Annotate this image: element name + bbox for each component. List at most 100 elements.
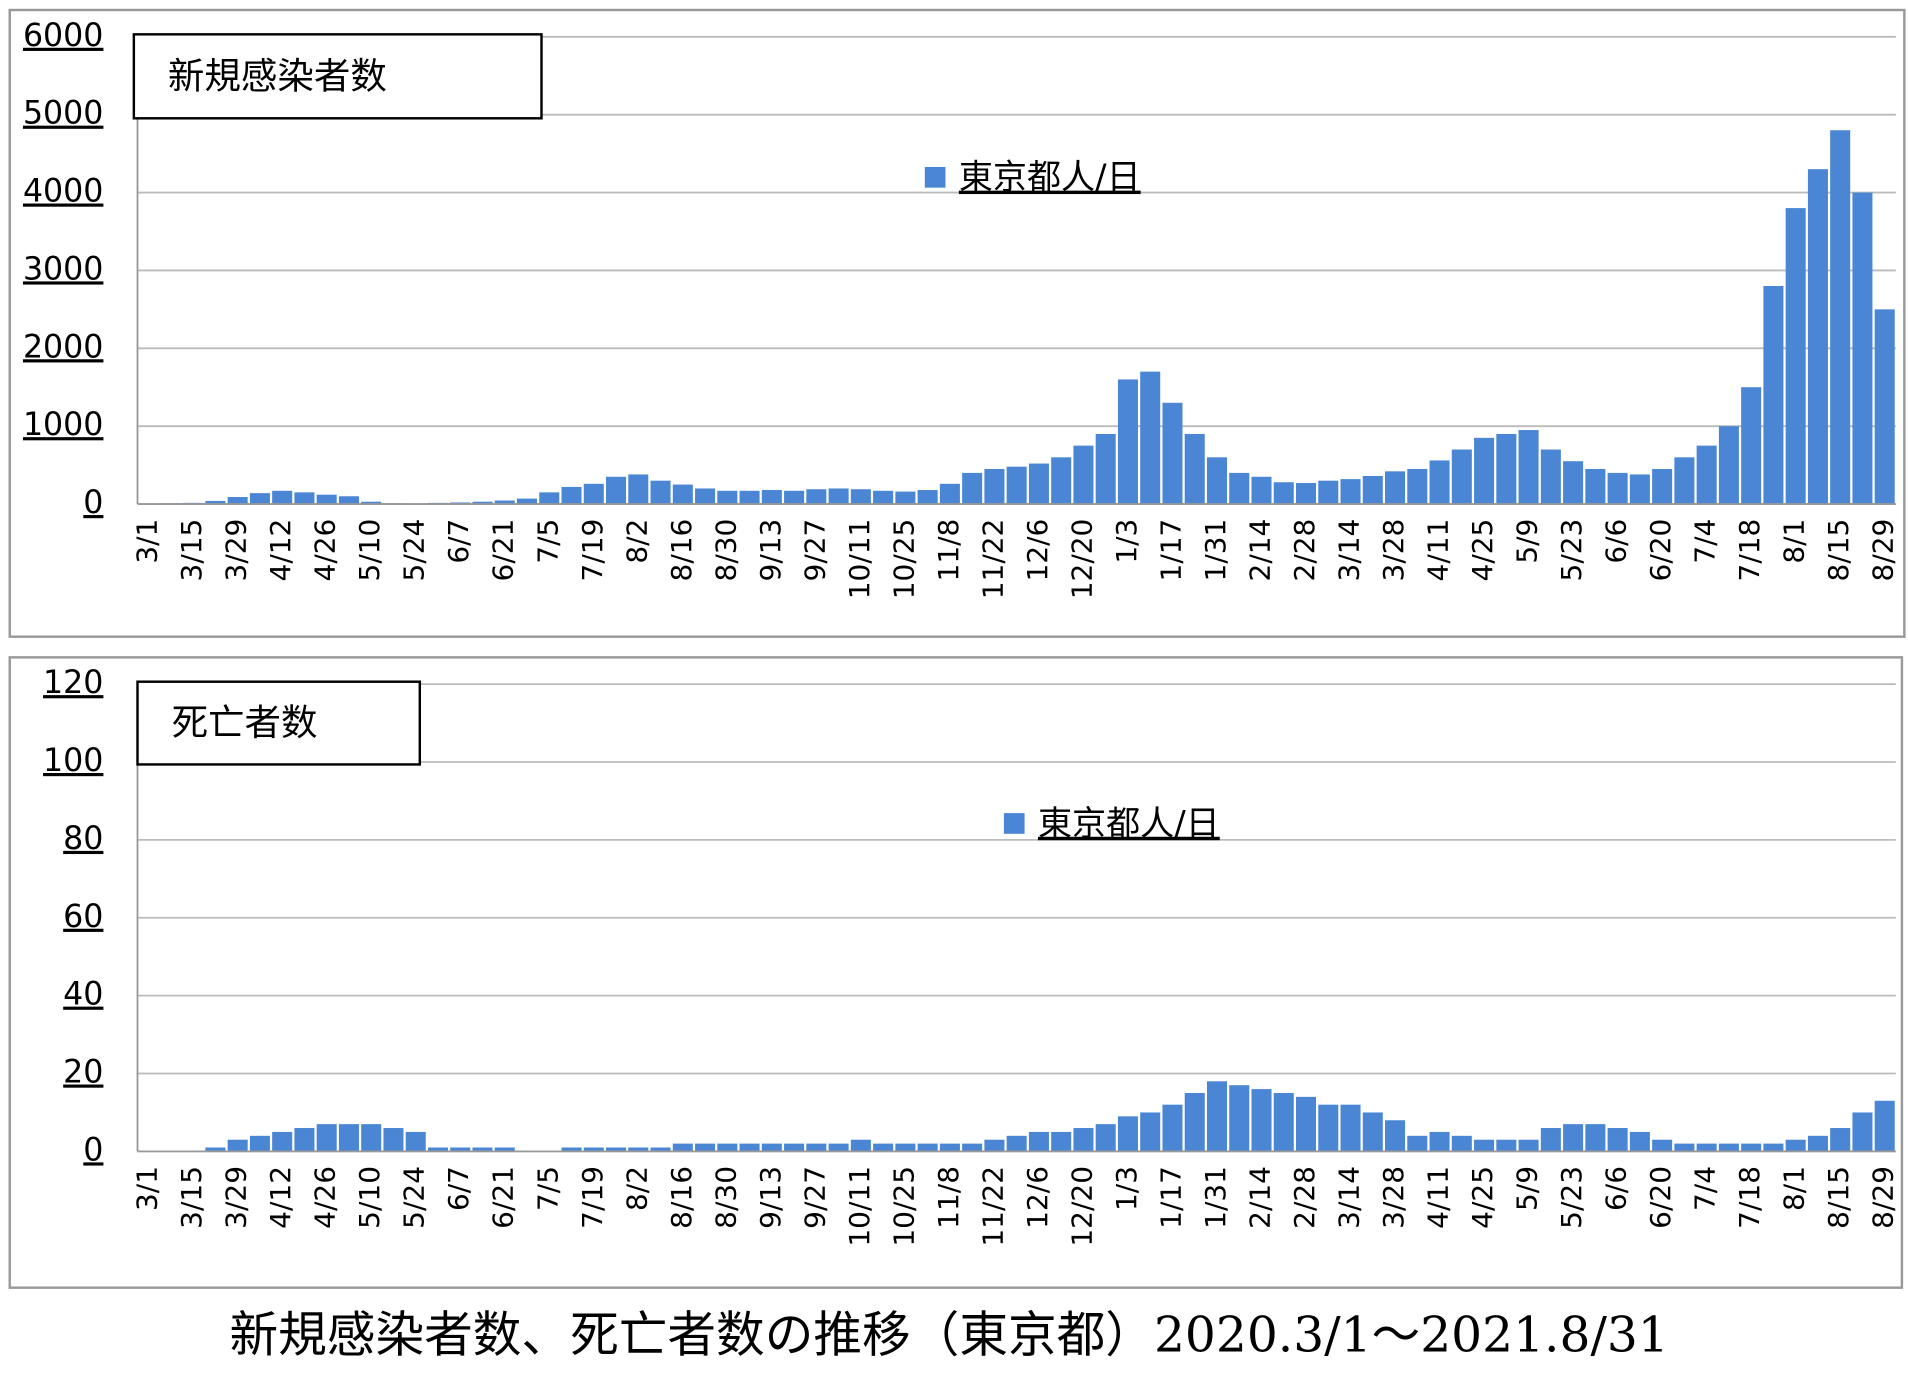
x-tick-label: 4/12 — [264, 519, 297, 582]
x-tick-label: 5/9 — [1511, 1166, 1544, 1211]
bar — [1385, 471, 1406, 505]
bar — [761, 490, 782, 505]
bar — [895, 491, 916, 505]
bar — [1206, 457, 1227, 505]
bar — [1295, 483, 1317, 505]
x-tick-label: 7/5 — [531, 519, 564, 564]
x-tick-label: 5/24 — [398, 519, 431, 582]
x-tick-label: 6/21 — [487, 1166, 520, 1229]
y-tick-label: 0 — [83, 485, 103, 521]
x-tick-label: 7/18 — [1733, 519, 1766, 582]
x-tick-label: 7/19 — [576, 519, 609, 582]
x-tick-label: 6/7 — [442, 1166, 475, 1211]
x-tick-label: 2/28 — [1288, 519, 1321, 582]
bar — [606, 1147, 627, 1152]
x-tick-label: 6/7 — [442, 519, 475, 564]
y-tick-label: 2000 — [23, 329, 103, 365]
x-tick-label: 8/30 — [709, 1166, 742, 1229]
bar — [1073, 1128, 1094, 1152]
y-tick-label: 5000 — [23, 96, 103, 132]
bar — [1273, 482, 1294, 505]
bar — [1429, 1131, 1450, 1152]
x-tick-label: 7/5 — [531, 1166, 564, 1211]
bar — [739, 490, 760, 505]
bar — [316, 1124, 337, 1152]
x-tick-label: 3/15 — [175, 1166, 208, 1229]
title-box — [132, 33, 543, 120]
x-tick-label: 12/6 — [1021, 519, 1054, 582]
x-tick-label: 8/1 — [1778, 519, 1811, 564]
x-tick-label: 1/17 — [1154, 519, 1187, 582]
bar — [873, 490, 894, 505]
title-box — [136, 680, 422, 766]
bar — [1184, 1092, 1205, 1152]
bar — [294, 492, 315, 505]
bar — [1407, 468, 1428, 505]
y-tick-label: 20 — [63, 1055, 103, 1091]
y-tick-label: 6000 — [23, 18, 103, 54]
chart-title: 新規感染者数 — [168, 54, 387, 97]
bar — [695, 1143, 716, 1152]
bar — [1117, 379, 1138, 505]
x-tick-label: 3/14 — [1333, 519, 1366, 582]
x-tick-label: 8/29 — [1867, 519, 1900, 582]
bar — [1385, 1120, 1406, 1152]
bar — [1451, 449, 1472, 505]
x-tick-label: 10/11 — [843, 519, 876, 600]
bar — [561, 486, 582, 505]
bar — [1785, 1139, 1806, 1152]
bar — [739, 1143, 760, 1152]
bar — [695, 488, 716, 505]
y-tick-label: 4000 — [23, 174, 103, 210]
y-tick-label: 100 — [43, 743, 103, 779]
x-tick-label: 8/15 — [1822, 1166, 1855, 1229]
y-tick-label: 80 — [63, 821, 103, 857]
x-tick-label: 2/14 — [1243, 1166, 1276, 1229]
bar — [1696, 445, 1717, 505]
bar — [873, 1143, 894, 1152]
x-tick-label: 7/4 — [1689, 1166, 1722, 1211]
x-tick-label: 4/25 — [1466, 519, 1499, 582]
bar — [1696, 1143, 1717, 1152]
bar — [1874, 309, 1895, 505]
bar — [1807, 1135, 1828, 1152]
bar — [1162, 1104, 1183, 1152]
bar — [1852, 192, 1873, 505]
x-tick-label: 10/11 — [843, 1166, 876, 1247]
x-tick-label: 9/27 — [798, 519, 831, 582]
bar — [561, 1147, 582, 1152]
bar — [806, 1143, 827, 1152]
y-tick-label: 120 — [43, 665, 103, 701]
x-tick-label: 6/21 — [487, 519, 520, 582]
bar — [1028, 463, 1049, 505]
bar — [338, 1124, 359, 1152]
bar — [361, 1124, 382, 1152]
bar — [1429, 460, 1450, 505]
bar — [1051, 1131, 1072, 1152]
x-tick-label: 5/23 — [1555, 1166, 1588, 1229]
bar — [494, 500, 515, 505]
x-tick-label: 12/20 — [1065, 519, 1098, 600]
x-tick-label: 9/13 — [754, 519, 787, 582]
x-tick-label: 4/11 — [1422, 1166, 1455, 1229]
bar — [1540, 449, 1561, 505]
bar — [1496, 1139, 1517, 1152]
bar — [1362, 1112, 1383, 1152]
bar — [205, 500, 226, 505]
bar — [1229, 472, 1250, 505]
bar — [1273, 1092, 1294, 1152]
chart-title: 死亡者数 — [172, 701, 318, 744]
bar — [1340, 479, 1361, 505]
bar — [717, 490, 738, 505]
bar — [806, 489, 827, 505]
bar — [650, 1147, 671, 1152]
bar — [1474, 437, 1495, 505]
legend-label: 東京都人/日 — [959, 158, 1141, 198]
caption: 新規感染者数、死亡者数の推移（東京都）2020.3/1～2021.8/31 — [229, 1307, 1668, 1363]
bar — [650, 480, 671, 505]
x-tick-label: 4/26 — [309, 519, 342, 582]
x-tick-label: 7/18 — [1733, 1166, 1766, 1229]
bar — [1184, 433, 1205, 505]
bar — [1006, 1135, 1027, 1152]
x-tick-label: 10/25 — [887, 519, 920, 600]
